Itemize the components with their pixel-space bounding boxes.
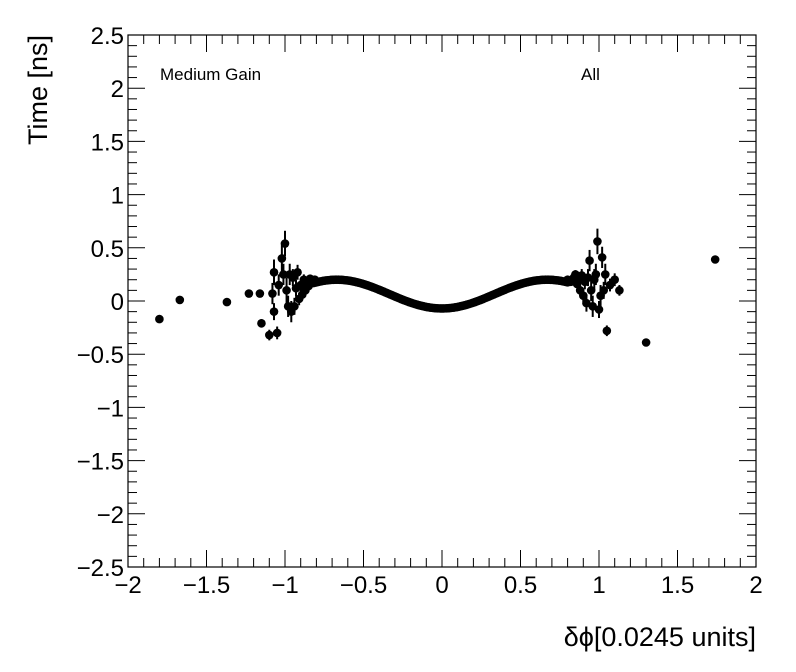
x-axis-title: δϕ[0.0245 units] <box>564 622 756 652</box>
data-points <box>155 237 720 347</box>
x-tick-label: −1 <box>271 572 298 599</box>
data-point <box>282 286 291 295</box>
y-tick-labels: −2.5 −2 −1.5 −1 −0.5 0 0.5 1 1.5 2 2.5 <box>77 23 124 582</box>
data-point <box>610 275 619 285</box>
data-point <box>599 286 609 295</box>
x-tick-label: 2 <box>749 572 762 599</box>
data-point <box>615 286 624 295</box>
x-tick-labels: −2 −1.5 −1 −0.5 0 0.5 1 1.5 2 <box>114 572 762 599</box>
x-tick-label: 0.5 <box>504 572 537 599</box>
y-tick-label: −1.5 <box>77 449 124 476</box>
y-tick-label: 0 <box>111 289 124 316</box>
data-point <box>280 239 290 248</box>
data-point <box>277 254 287 263</box>
x-tick-label: −0.5 <box>340 572 387 599</box>
axis-ticks <box>127 34 757 568</box>
data-point <box>268 289 277 298</box>
data-point <box>272 328 282 338</box>
data-point <box>593 237 602 246</box>
annotation-all: All <box>581 65 600 84</box>
x-tick-label: 1.5 <box>661 572 694 599</box>
data-point <box>255 289 265 298</box>
x-tick-label: −1.5 <box>183 572 230 599</box>
x-tick-label: 1 <box>592 572 605 599</box>
data-point <box>600 270 610 279</box>
data-point <box>585 256 594 265</box>
data-point <box>597 253 607 262</box>
data-point <box>257 319 266 328</box>
annotation-medium-gain: Medium Gain <box>160 65 261 84</box>
data-point <box>710 255 720 264</box>
data-point <box>279 270 288 279</box>
y-tick-label: 2.5 <box>91 23 124 50</box>
y-tick-label: 1 <box>111 183 124 210</box>
y-tick-label: −2.5 <box>77 555 124 582</box>
data-point <box>269 267 279 277</box>
data-point <box>274 280 284 290</box>
data-point <box>222 297 232 307</box>
data-point <box>591 270 601 279</box>
y-axis-title: Time [ns] <box>23 35 53 145</box>
data-point <box>269 307 279 316</box>
y-tick-label: 2 <box>111 76 124 103</box>
data-point <box>293 267 302 277</box>
data-point <box>244 289 254 298</box>
y-tick-label: −2 <box>97 502 124 529</box>
data-point <box>602 326 612 336</box>
data-point <box>155 314 164 324</box>
data-point <box>641 338 651 347</box>
y-tick-label: 1.5 <box>91 129 124 156</box>
data-point <box>290 302 299 311</box>
y-tick-label: −0.5 <box>77 342 124 369</box>
x-tick-label: 0 <box>435 572 448 599</box>
data-point <box>175 295 185 305</box>
data-point <box>310 275 320 285</box>
data-point <box>594 305 604 314</box>
data-point <box>586 286 596 295</box>
data-point <box>579 291 588 300</box>
x-tick-label: −2 <box>114 572 141 599</box>
y-tick-label: −1 <box>97 395 124 422</box>
data-point <box>265 330 274 340</box>
y-tick-label: 0.5 <box>91 236 124 263</box>
